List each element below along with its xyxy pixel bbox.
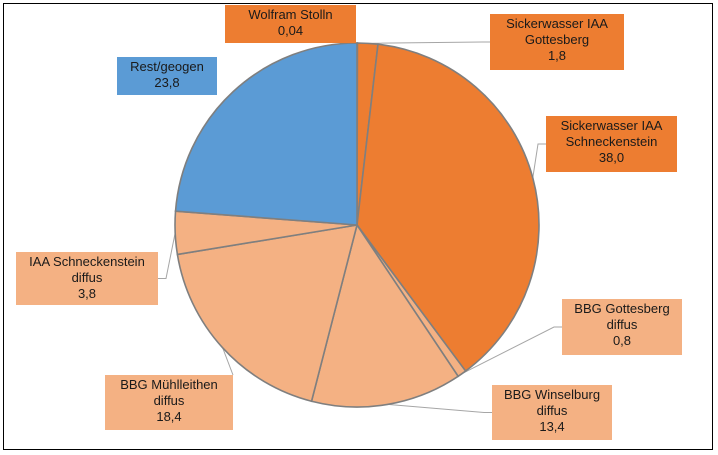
leader-lines (158, 41, 562, 413)
data-label-name-line: diffus (153, 393, 185, 408)
leader-line-5 (387, 403, 492, 413)
data-label-value: 23,8 (154, 75, 180, 90)
data-label-name-line: diffus (606, 317, 638, 332)
data-label-name-line: Sickerwasser IAA (560, 118, 663, 133)
data-label-6: BBG Mühlleithen diffus 18,4 (105, 375, 233, 430)
data-label-name-line: Schneckenstein (565, 134, 658, 149)
data-label-name-line: BBG Mühlleithen (120, 377, 218, 392)
data-label-value: 3,8 (77, 286, 97, 301)
leader-line-7 (158, 232, 176, 279)
data-label-name-line: BBG Winselburg (503, 387, 601, 402)
data-label-name-line: diffus (536, 403, 568, 418)
leader-line-3 (532, 143, 546, 178)
data-label-name-line: Wolfram Stolln (248, 7, 333, 22)
data-label-2: Sickerwasser IAA Gottesberg 1,8 (490, 14, 624, 70)
leader-line-6 (222, 347, 234, 376)
data-label-name-line: diffus (71, 270, 103, 285)
pie-slice-5 (310, 223, 460, 408)
data-label-7: IAA Schneckenstein diffus 3,8 (16, 252, 158, 305)
leader-line-2 (367, 41, 490, 44)
data-label-value: 0,8 (612, 333, 632, 348)
leader-line-4 (461, 326, 562, 375)
data-label-name-line: Rest/geogen (130, 59, 204, 74)
pie-slice-8 (174, 42, 358, 226)
data-label-name-line: Gottesberg (524, 32, 590, 47)
data-label-1: Wolfram Stolln 0,04 (225, 5, 356, 43)
data-label-value: 13,4 (539, 419, 565, 434)
data-label-5: BBG Winselburg diffus 13,4 (492, 385, 612, 440)
data-label-value: 38,0 (598, 150, 625, 165)
data-label-8: Rest/geogen 23,8 (117, 57, 217, 95)
data-label-value: 0,04 (277, 23, 304, 38)
data-label-4: BBG Gottesberg diffus 0,8 (562, 299, 682, 355)
pie-slice-6 (176, 224, 359, 403)
data-label-3: Sickerwasser IAA Schneckenstein 38,0 (546, 116, 677, 172)
data-label-value: 18,4 (156, 409, 182, 424)
data-label-name-line: BBG Gottesberg (574, 301, 670, 316)
data-label-value: 1,8 (547, 48, 567, 63)
pie-slice-3 (356, 43, 540, 373)
pie-slices (174, 42, 540, 408)
data-label-name-line: IAA Schneckenstein (29, 254, 145, 269)
data-label-name-line: Sickerwasser IAA (506, 16, 608, 31)
